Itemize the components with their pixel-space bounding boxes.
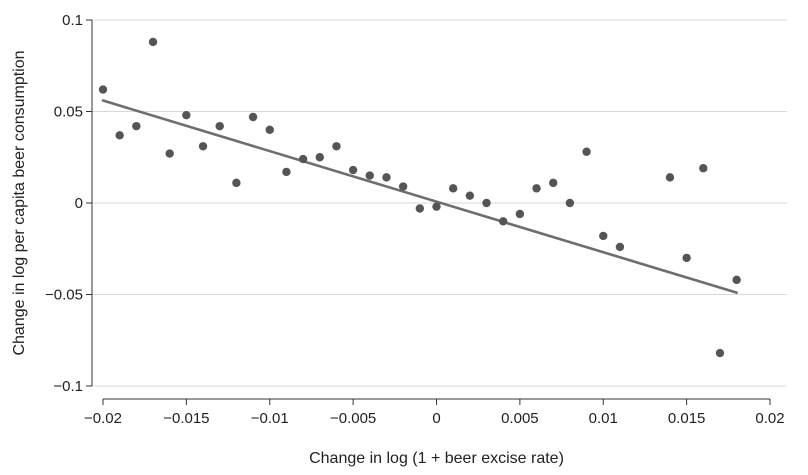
data-point — [532, 184, 541, 193]
data-point — [482, 198, 491, 208]
y-tick-label: 0.05 — [54, 104, 83, 121]
data-point — [298, 154, 308, 164]
data-point — [282, 167, 291, 177]
x-tick-label: 0.015 — [668, 410, 706, 427]
y-tick-label: 0.1 — [62, 12, 83, 29]
data-point — [415, 204, 425, 213]
data-point — [599, 231, 608, 241]
x-tick-label: 0.01 — [589, 410, 618, 427]
data-point — [615, 242, 625, 252]
data-point — [465, 191, 475, 200]
data-point — [365, 171, 374, 180]
data-point — [682, 253, 691, 263]
y-tick-label: 0 — [75, 195, 83, 212]
data-point — [198, 142, 208, 151]
fit-line-layer — [101, 99, 738, 294]
y-tick-label: −0.05 — [45, 287, 83, 304]
data-point — [549, 178, 558, 188]
x-tick-label: 0.005 — [501, 410, 539, 427]
data-point — [265, 125, 274, 134]
data-point — [132, 121, 141, 131]
data-point — [715, 348, 725, 358]
data-point — [315, 153, 324, 162]
x-tick-label: −0.02 — [84, 410, 122, 427]
data-point — [115, 131, 124, 140]
x-tick-label: −0.015 — [163, 410, 209, 427]
y-tick-label: −0.1 — [53, 378, 83, 395]
data-points — [98, 37, 741, 358]
x-tick-label: 0 — [432, 410, 440, 427]
data-point — [348, 165, 358, 175]
data-point — [515, 209, 525, 219]
x-tick-label: 0.02 — [755, 410, 784, 427]
data-point — [248, 112, 258, 122]
data-point — [332, 142, 341, 151]
fit-line — [101, 99, 738, 294]
data-point — [398, 182, 408, 191]
x-axis-title: Change in log (1 + beer excise rate) — [309, 450, 564, 467]
x-tick-label: −0.01 — [251, 410, 289, 427]
data-point — [382, 173, 391, 182]
data-point — [148, 37, 158, 47]
data-point — [499, 217, 508, 226]
y-axis-title: Change in log per capita beer consumptio… — [11, 50, 28, 355]
data-point — [165, 149, 174, 158]
data-point — [448, 184, 458, 193]
data-point — [699, 164, 708, 173]
data-point — [215, 121, 224, 131]
data-point — [732, 275, 741, 285]
axes: 0.1 0.05 0 −0.05 −0.1−0.02 −0.015 −0.01 −0.005 0… — [45, 12, 785, 427]
data-point — [565, 198, 575, 208]
data-point — [98, 85, 108, 94]
data-point — [582, 147, 591, 156]
data-point — [232, 178, 241, 188]
x-tick-label: −0.005 — [330, 410, 376, 427]
data-point — [182, 110, 191, 120]
data-point — [665, 173, 675, 182]
data-point — [432, 202, 441, 211]
